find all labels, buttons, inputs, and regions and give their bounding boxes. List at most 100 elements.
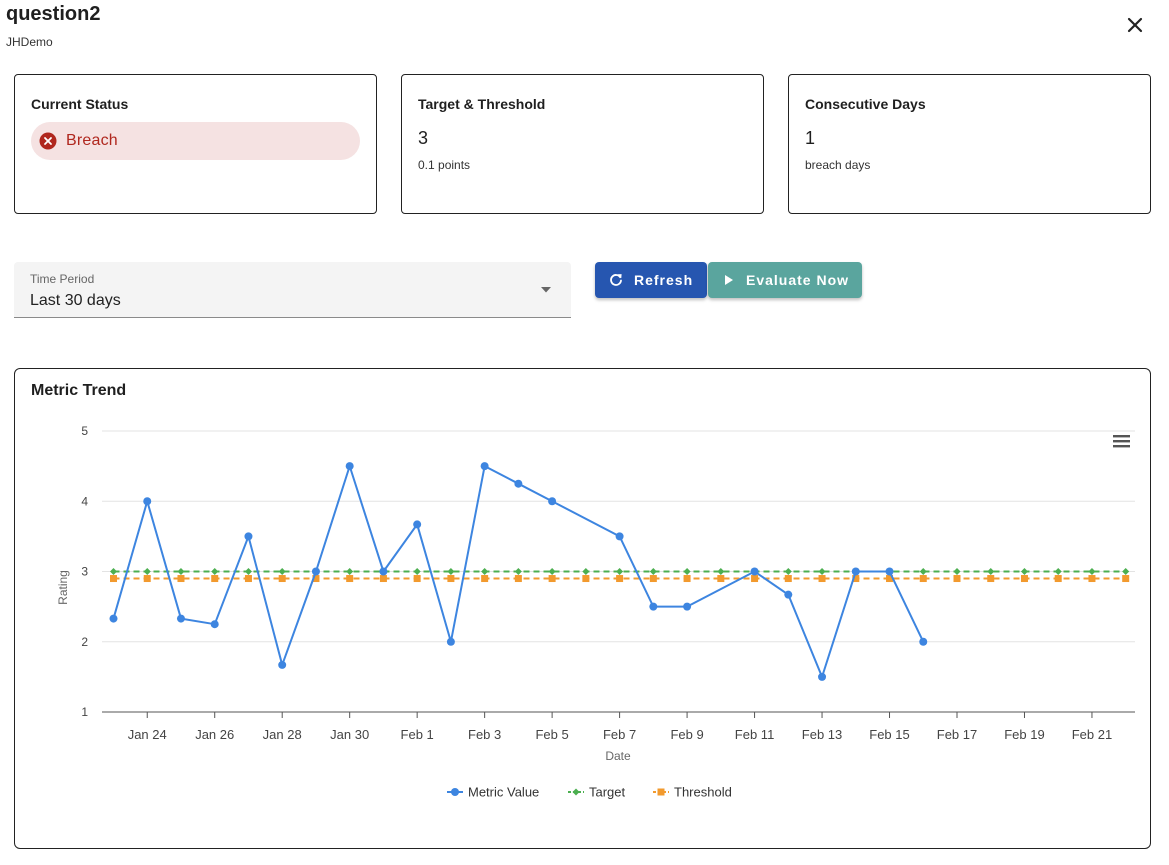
x-tick-label: Jan 24 (128, 727, 167, 742)
metric-value-point (480, 462, 489, 471)
target-point (514, 568, 522, 575)
target-point (548, 568, 556, 575)
status-badge: Breach (31, 122, 360, 160)
menu-bar (1113, 445, 1130, 448)
threshold-point (818, 575, 826, 583)
legend-label: Threshold (674, 785, 732, 800)
target-point (177, 568, 185, 575)
target-point (110, 568, 117, 575)
threshold-point (852, 575, 860, 583)
target-point (244, 568, 252, 575)
metric-value-point (176, 614, 185, 623)
x-tick-label: Feb 3 (468, 727, 501, 742)
x-tick-label: Feb 7 (603, 727, 636, 742)
metric-value-point (548, 497, 557, 506)
threshold-point (413, 575, 421, 583)
threshold-point (987, 575, 995, 583)
legend-item-metric-value: Metric Value (447, 785, 539, 800)
metric-value-point (446, 637, 455, 646)
metric-value-point (649, 602, 658, 611)
y-tick-label: 5 (81, 424, 88, 438)
threshold-point (784, 575, 792, 583)
threshold-point (514, 575, 522, 583)
card-title: Current Status (31, 96, 129, 112)
threshold-point (1054, 575, 1062, 583)
play-icon (725, 275, 733, 285)
threshold-point (143, 575, 151, 583)
metric-value-point (683, 602, 692, 611)
metric-value-point (379, 567, 388, 576)
y-tick-label: 4 (81, 494, 88, 508)
metric-value-point (514, 479, 523, 488)
threshold-point (481, 575, 489, 583)
card-title: Consecutive Days (805, 96, 926, 112)
metric-value-point (615, 532, 624, 541)
card-title: Target & Threshold (418, 96, 546, 112)
target-point (953, 568, 961, 575)
days-caption: breach days (805, 158, 871, 172)
metric-value-point (885, 567, 894, 576)
x-tick-label: Feb 13 (802, 727, 842, 742)
target-point (481, 568, 489, 575)
metric-value-point (278, 660, 287, 669)
hamburger-menu-icon[interactable] (1113, 435, 1130, 448)
x-tick-label: Feb 1 (401, 727, 434, 742)
threshold-point (886, 575, 894, 583)
threshold-point (346, 575, 354, 583)
dialog-title: question2 (6, 3, 101, 25)
threshold-point (1088, 575, 1096, 583)
evaluate-now-button[interactable]: Evaluate Now (708, 262, 862, 298)
threshold-point (211, 575, 219, 583)
legend-item-target: Target (568, 785, 626, 800)
time-period-value: Last 30 days (30, 292, 121, 309)
threshold-point (1020, 575, 1028, 583)
threshold-point (582, 575, 590, 583)
legend-marker (572, 788, 580, 796)
x-tick-label: Feb 21 (1072, 727, 1112, 742)
target-point (346, 568, 354, 575)
target-point (649, 568, 657, 575)
metric-value-point (345, 462, 354, 471)
x-tick-label: Feb 15 (869, 727, 909, 742)
target-point (447, 568, 455, 575)
metric-value-point (413, 520, 422, 529)
target-point (784, 568, 792, 575)
menu-bar (1113, 440, 1130, 443)
metric-value-point (109, 614, 118, 623)
target-point (143, 568, 151, 575)
target-point (683, 568, 691, 575)
threshold-point (548, 575, 556, 583)
x-tick-label: Jan 30 (330, 727, 369, 742)
target-threshold-card: Target & Threshold 3 0.1 points (401, 74, 764, 214)
time-period-select[interactable]: Time Period Last 30 days (14, 262, 571, 318)
metric-value-point (919, 637, 928, 646)
refresh-icon (610, 274, 622, 286)
y-tick-label: 1 (81, 705, 88, 719)
target-point (818, 568, 826, 575)
y-tick-label: 3 (81, 565, 88, 579)
refresh-button[interactable]: Refresh (595, 262, 707, 298)
dropdown-arrow-icon[interactable] (540, 286, 552, 294)
legend-marker (657, 788, 665, 796)
threshold-point (953, 575, 961, 583)
metric-value-point (311, 567, 320, 576)
threshold-point (751, 575, 759, 583)
target-point (616, 568, 624, 575)
close-icon[interactable] (1122, 12, 1148, 38)
dialog-subtitle: JHDemo (6, 35, 53, 49)
target-point (582, 568, 590, 575)
threshold-caption: 0.1 points (418, 158, 471, 172)
threshold-point (312, 575, 320, 583)
x-tick-label: Jan 26 (195, 727, 234, 742)
metric-trend-chart: 1 2 3 4 5 Jan 24 Jan 26 Jan 28 Jan 30 Feb 1 Feb 3 F… (56, 424, 1135, 800)
metric-value-point (784, 590, 793, 599)
legend-marker (451, 788, 459, 796)
target-value: 3 (418, 128, 429, 148)
threshold-point (447, 575, 455, 583)
consecutive-days-card: Consecutive Days 1 breach days (788, 74, 1151, 214)
legend-label: Metric Value (468, 785, 539, 800)
target-point (211, 568, 219, 575)
target-point (278, 568, 286, 575)
metric-value-point (143, 497, 152, 506)
chart-title: Metric Trend (31, 382, 127, 399)
